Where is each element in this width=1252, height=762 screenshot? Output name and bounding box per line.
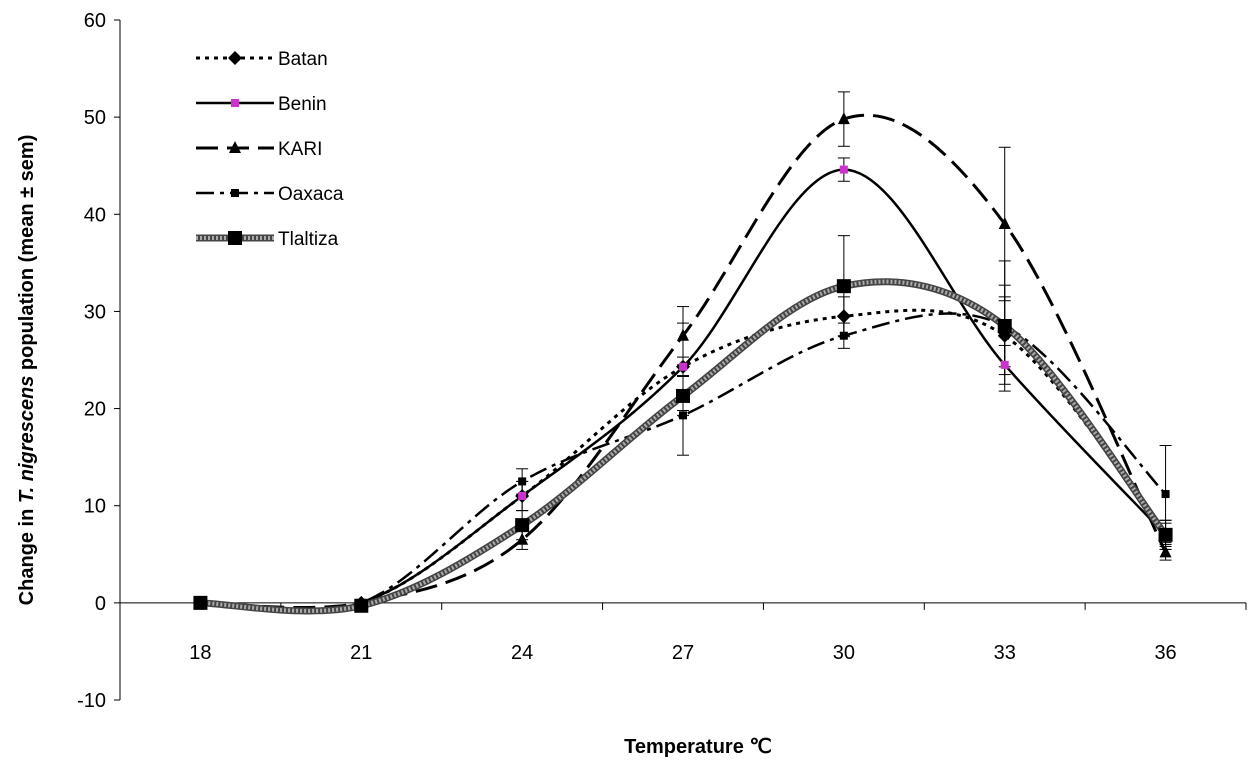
axes: -10 0 10 20 30 40 50 60 18 21 24 27 30 33 36 — [77, 10, 1247, 712]
marker-oaxaca — [679, 411, 687, 420]
marker-tlaltiza — [676, 388, 690, 403]
legend-marker-kari — [229, 141, 241, 153]
legend-label-oaxaca: Oaxaca — [278, 184, 344, 205]
x-tick-label: 27 — [672, 642, 694, 664]
marker-tlaltiza — [354, 598, 369, 613]
marker-benin — [518, 492, 527, 500]
marker-tlaltiza — [836, 279, 851, 294]
marker-benin — [679, 362, 687, 371]
x-tick-label: 18 — [189, 642, 211, 664]
series-line-kari — [200, 113, 1167, 610]
x-tick-label: 24 — [511, 642, 533, 664]
marker-tlaltiza — [515, 518, 530, 533]
marker-kari — [516, 532, 529, 545]
error-bars — [516, 91, 1172, 561]
y-axis-title: Change in T. nigrescens population (mean… — [16, 135, 38, 606]
marker-benin — [1000, 360, 1009, 369]
marker-oaxaca — [1161, 490, 1170, 499]
marker-kari — [1159, 545, 1172, 558]
x-tick-label: 21 — [350, 642, 372, 664]
legend-marker-oaxaca — [231, 189, 239, 197]
x-axis-title: Temperature ℃ — [624, 736, 772, 758]
y-tick-label: 20 — [84, 399, 106, 421]
x-tick-label: 36 — [1154, 642, 1176, 664]
marker-kari — [998, 217, 1011, 229]
marker-oaxaca — [518, 477, 527, 486]
y-tick-label: 40 — [84, 204, 106, 226]
legend: Batan Benin KARI Oaxaca Tlaltiza — [196, 49, 344, 250]
y-axis-title-part: nigrescens — [16, 376, 38, 482]
legend-marker-batan — [228, 51, 242, 65]
x-tick-label: 30 — [833, 642, 855, 664]
marker-kari — [837, 112, 850, 125]
marker-tlaltiza — [997, 319, 1012, 333]
legend-marker-benin — [231, 99, 239, 107]
marker-batan — [836, 309, 851, 324]
marker-oaxaca — [839, 331, 848, 340]
marker-kari — [677, 328, 689, 341]
series-line-tlaltiza — [200, 279, 1168, 613]
y-axis-title-part: T. — [16, 487, 38, 503]
marker-tlaltiza — [193, 595, 208, 610]
marker-benin — [839, 165, 848, 174]
legend-label-benin: Benin — [278, 94, 327, 115]
y-tick-label: 60 — [84, 10, 106, 32]
y-tick-label: 10 — [84, 496, 106, 518]
legend-marker-tlaltiza — [228, 231, 242, 245]
y-axis-title-part: population (mean ± sem) — [16, 135, 38, 376]
legend-label-tlaltiza: Tlaltiza — [278, 229, 339, 250]
y-tick-label: 50 — [84, 107, 106, 129]
y-tick-label: -10 — [77, 690, 106, 712]
y-axis-title-part: Change in — [16, 503, 38, 605]
series-markers — [193, 112, 1173, 613]
y-tick-label: 30 — [84, 301, 106, 323]
legend-label-kari: KARI — [278, 139, 322, 160]
y-tick-label: 0 — [95, 593, 106, 615]
legend-label-batan: Batan — [278, 49, 328, 70]
x-tick-label: 33 — [994, 642, 1016, 664]
marker-tlaltiza — [1158, 527, 1173, 542]
